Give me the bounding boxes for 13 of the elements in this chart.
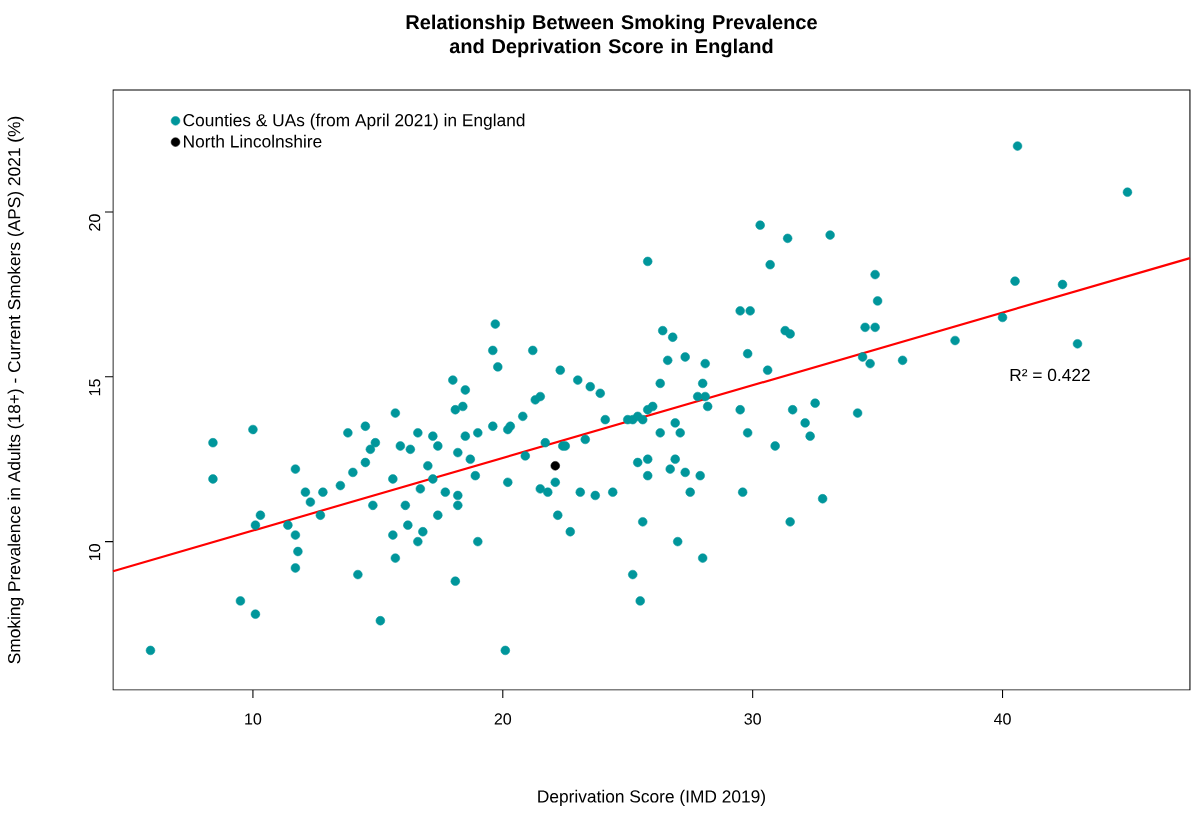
chart-title: Relationship Between Smoking Prevalence and Deprivation Score in England: [406, 14, 817, 58]
y-tick-label: 20: [88, 214, 101, 231]
x-tick-label: 10: [245, 713, 262, 725]
x-axis-title: Deprivation Score (IMD 2019): [538, 789, 765, 807]
legend-label: North Lincolnshire: [184, 134, 322, 148]
x-tick-label: 20: [494, 713, 512, 725]
y-axis-title: Smoking Prevalence in Adults (18+) - Current Smokers (APS) 2021 (%): [7, 116, 24, 664]
y-tick-label: 15: [89, 379, 101, 396]
legend-label: Counties & UAs (from April 2021) in England: [183, 113, 525, 130]
x-tick-label: 30: [744, 713, 761, 725]
y-tick-label: 10: [88, 544, 101, 560]
annotation: R² = 0.422: [1010, 368, 1090, 382]
x-tick-label: 40: [994, 713, 1011, 725]
